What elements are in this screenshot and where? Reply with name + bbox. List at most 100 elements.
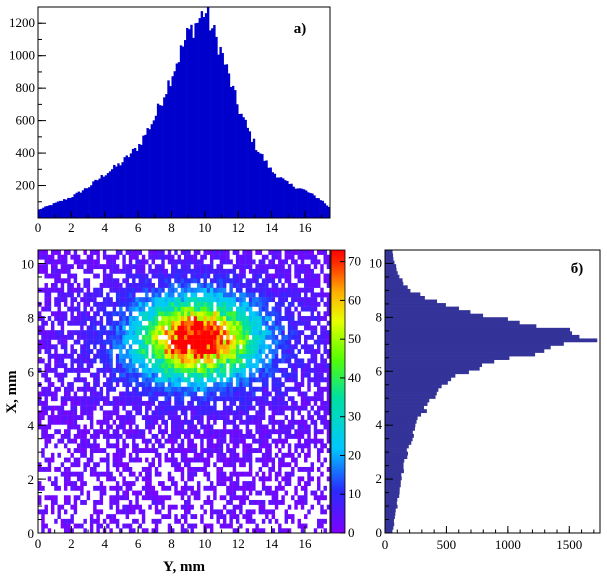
- heatmap-cell: [232, 438, 237, 444]
- histogram-bar: [385, 373, 456, 378]
- heatmap-cell: [96, 528, 100, 534]
- heatmap-cell: [184, 316, 188, 321]
- histogram-bar: [240, 113, 243, 218]
- heatmap-cell: [190, 400, 194, 406]
- heatmap-cell: [174, 349, 178, 354]
- heatmap-cell: [252, 297, 256, 303]
- heatmap-cell: [99, 481, 104, 487]
- heatmap-cell: [161, 400, 165, 406]
- heatmap-cell: [206, 283, 211, 288]
- heatmap-cell: [255, 349, 259, 354]
- heatmap-cell: [67, 250, 71, 255]
- heatmap-cell: [119, 457, 123, 463]
- heatmap-cell: [122, 254, 126, 260]
- heatmap-cell: [265, 283, 269, 288]
- heatmap-cell: [252, 415, 256, 420]
- heatmap-cell: [317, 415, 321, 420]
- heatmap-cell: [219, 495, 224, 501]
- heatmap-cell: [57, 405, 61, 411]
- heatmap-cell: [245, 316, 250, 321]
- heatmap-cell: [222, 268, 227, 274]
- heatmap-cell: [89, 386, 94, 392]
- heatmap-cell: [67, 292, 71, 298]
- heatmap-cell: [232, 268, 237, 274]
- heatmap-cell: [174, 273, 178, 279]
- heatmap-cell: [161, 433, 165, 439]
- heatmap-cell: [304, 438, 308, 444]
- heatmap-cell: [102, 278, 107, 284]
- heatmap-cell: [132, 377, 136, 383]
- heatmap-cell: [122, 429, 126, 435]
- heatmap-cell: [222, 311, 227, 317]
- heatmap-cell: [171, 452, 175, 458]
- heatmap-cell: [109, 344, 113, 350]
- heatmap-cell: [313, 377, 318, 383]
- heatmap-cell: [167, 476, 172, 482]
- heatmap-cell: [102, 311, 107, 317]
- heatmap-cell: [245, 264, 250, 270]
- heatmap-cell: [300, 429, 305, 435]
- heatmap-cell: [248, 283, 253, 288]
- heatmap-cell: [158, 509, 162, 515]
- histogram-bar: [102, 176, 106, 218]
- histogram-bar: [252, 138, 256, 218]
- heatmap-cell: [326, 382, 331, 387]
- heatmap-cell: [119, 391, 123, 397]
- heatmap-cell: [232, 320, 237, 326]
- heatmap-cell: [284, 377, 289, 383]
- histogram-bar: [38, 209, 41, 218]
- heatmap-cell: [196, 306, 201, 312]
- heatmap-cell: [248, 259, 253, 265]
- heatmap-cell: [242, 334, 246, 340]
- heatmap-cell: [265, 485, 269, 491]
- heatmap-cell: [145, 377, 149, 383]
- heatmap-cell: [180, 278, 185, 284]
- histogram-bar: [385, 334, 580, 339]
- heatmap-cell: [115, 452, 120, 458]
- heatmap-cell: [229, 287, 233, 293]
- histogram-bar: [250, 141, 254, 218]
- heatmap-cell: [307, 476, 311, 482]
- heatmap-cell: [291, 386, 295, 392]
- heatmap-cell: [213, 273, 217, 279]
- heatmap-cell: [320, 334, 324, 340]
- heatmap-cell: [70, 485, 74, 491]
- heatmap-cell: [226, 349, 230, 354]
- heatmap-cell: [196, 466, 201, 472]
- heatmap-cell: [86, 301, 91, 307]
- heatmap-cell: [148, 424, 152, 430]
- heatmap-cell: [63, 495, 68, 501]
- heatmap-cell: [232, 297, 237, 303]
- heatmap-cell: [219, 344, 224, 350]
- heatmap-cell: [200, 254, 204, 260]
- heatmap-cell: [184, 268, 188, 274]
- heatmap-cell: [284, 438, 289, 444]
- heatmap-cell: [297, 334, 301, 340]
- heatmap-cell: [70, 415, 74, 420]
- heatmap-cell: [177, 466, 181, 472]
- heatmap-cell: [300, 377, 305, 383]
- heatmap-cell: [190, 273, 194, 279]
- heatmap-cell: [60, 396, 65, 402]
- heatmap-cell: [313, 419, 318, 425]
- histogram-bar: [385, 292, 421, 297]
- heatmap-cell: [245, 292, 250, 298]
- heatmap-cell: [119, 330, 123, 336]
- heatmap-cell: [281, 499, 285, 505]
- heatmap-cell: [184, 349, 188, 354]
- heatmap-cell: [112, 264, 117, 270]
- heatmap-cell: [190, 330, 194, 336]
- heatmap-cell: [193, 358, 198, 364]
- heatmap-cell: [213, 410, 217, 416]
- heatmap-cell: [287, 433, 292, 439]
- heatmap-cell: [206, 349, 211, 354]
- histogram-bar: [385, 472, 402, 477]
- heatmap-cell: [44, 264, 48, 270]
- heatmap-cell: [281, 410, 285, 416]
- heatmap-cell: [294, 353, 298, 359]
- heatmap-cell: [86, 410, 91, 416]
- heatmap-cell: [265, 334, 269, 340]
- heatmap-cell: [222, 273, 227, 279]
- heatmap-cell: [158, 367, 162, 373]
